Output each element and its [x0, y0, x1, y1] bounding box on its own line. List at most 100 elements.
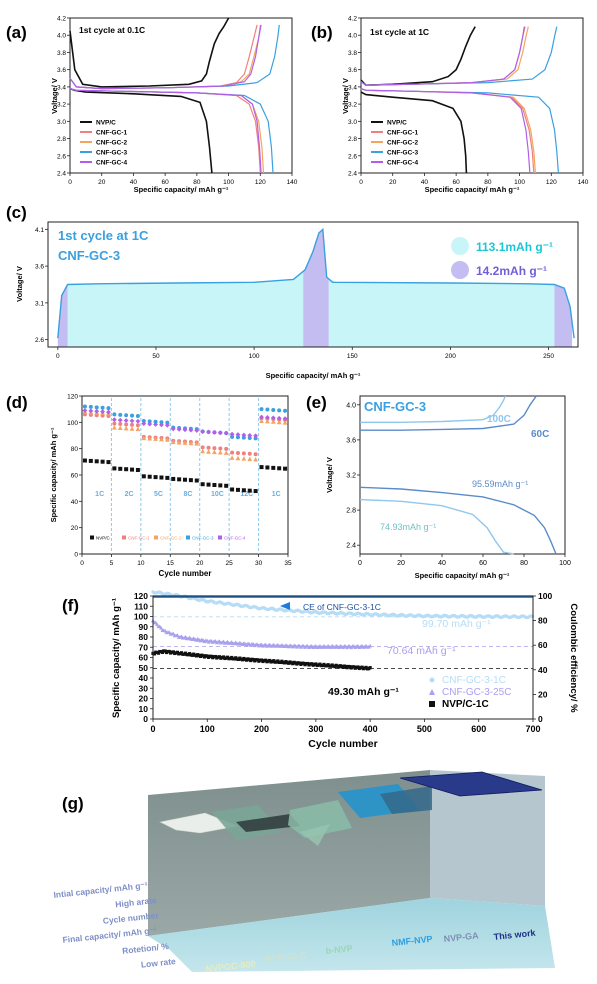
point: [124, 422, 129, 427]
legend-entry: CNF-GC-2: [387, 140, 418, 147]
x-tick-label: 15: [167, 560, 175, 567]
legend-entry: CNF-GC-3-25C: [442, 687, 511, 698]
y-tick-label: 4.1: [35, 227, 44, 234]
y-tick-label: 3.4: [348, 84, 357, 91]
legend-entry: CNF-GC-1: [387, 130, 418, 137]
y-ticks: 2.6 3.1 3.6 4.1: [35, 227, 48, 344]
annotation-100c: 100C: [487, 414, 511, 425]
charge-line: [360, 26, 525, 86]
x-tick-label: 120: [255, 179, 266, 186]
panel-c: (c) 1st cycle at 1C CNF-GC-3 113.1mAh g⁻…: [6, 203, 579, 380]
point: [159, 436, 164, 442]
legend-entry: CNF-GC-3-1C: [442, 675, 506, 686]
x-tick-label: 400: [363, 724, 378, 734]
y-tick-label: 4.2: [348, 16, 357, 23]
discharge-line: [360, 88, 531, 174]
point: [259, 407, 264, 412]
legend-entry: CNF-GC-4: [387, 160, 418, 167]
rate-dividers: [110, 398, 260, 554]
rate-label: 1C: [272, 491, 281, 498]
surface-nvpgc-800: [159, 812, 240, 834]
y-tick-label: 80: [71, 446, 79, 453]
point: [277, 466, 282, 471]
point: [259, 418, 264, 424]
point: [188, 440, 194, 446]
region-slope: [554, 284, 573, 347]
point: [276, 415, 282, 421]
point: [247, 451, 252, 456]
y-tick-label: 3.6: [35, 264, 44, 271]
series-lines: [359, 395, 557, 555]
x-tick-label: 300: [308, 724, 323, 734]
x-ticks: 0 20 40 60 80 100: [358, 554, 571, 567]
annotation-nvp-capacity: 49.30 mAh g⁻¹: [328, 686, 399, 698]
panel-label: (g): [62, 794, 84, 813]
point: [230, 434, 235, 439]
point: [106, 460, 111, 465]
plot-frame: [360, 17, 584, 174]
x-tick-label: 60: [479, 560, 487, 567]
point: [218, 483, 223, 488]
y-ticks: 0 20 40 60 80 100 120: [67, 394, 82, 559]
point: [82, 408, 88, 413]
point: [282, 420, 288, 425]
x-tick-label: 0: [358, 560, 362, 567]
point: [247, 488, 252, 493]
point: [223, 430, 229, 436]
row-label: Low rate: [140, 956, 176, 970]
legend-entry: 14.2mAh g⁻¹: [476, 264, 547, 278]
point: [117, 417, 123, 423]
y-axis-label: Voltage/ V: [325, 457, 334, 493]
point: [112, 421, 117, 426]
legend-swatch: [451, 261, 469, 279]
floor: [148, 898, 555, 972]
y2-tick-label: 100: [538, 591, 552, 601]
y-tick-label: 100: [67, 420, 78, 427]
point: [176, 439, 182, 445]
legend-entry: NVP/C: [96, 120, 116, 127]
x-tick-label: 200: [254, 724, 269, 734]
point: [170, 439, 176, 445]
legend-entry: CNF-GC-2: [160, 536, 182, 541]
point: [164, 437, 170, 442]
legend-swatch: [429, 677, 435, 683]
panel-label: (c): [6, 203, 27, 222]
point: [118, 412, 123, 417]
point: [170, 426, 176, 432]
y-tick-label: 40: [139, 673, 149, 683]
x-tick-label: 700: [525, 724, 540, 734]
x-tick-label: 20: [389, 179, 397, 186]
panel-d: (d) 1C 2C 5C 8C 10C 12C 1C NVP/C CNF-GC-1 CNF-GC…: [6, 393, 292, 578]
y-axis-label: Voltage/ V: [15, 266, 24, 302]
point: [230, 450, 235, 455]
y-tick-label: 110: [134, 601, 148, 611]
legend-entry: CNF-GC-4: [224, 536, 246, 541]
point: [206, 445, 211, 450]
row-label: Rotetion/ %: [122, 941, 170, 956]
y2-tick-label: 40: [538, 665, 548, 675]
x-tick-label: 25: [226, 560, 234, 567]
x-axis-label: Specific capacity/ mAh g⁻¹: [415, 571, 510, 580]
point: [259, 414, 264, 420]
y-tick-label: 60: [139, 653, 149, 663]
legend-swatch: [218, 535, 222, 540]
panel-e: (e) CNF-GC-3 100C 60C 95.59mAh g⁻¹ 74.93…: [306, 393, 571, 580]
discharge-line: [359, 498, 514, 555]
point: [259, 465, 264, 470]
x-tick-label: 150: [347, 353, 358, 360]
voltage-curve: [57, 227, 575, 339]
legend-entry: CNF-GC-4: [96, 160, 127, 167]
panel-label: (e): [306, 393, 327, 412]
point: [88, 404, 93, 409]
rate-label: 10C: [211, 491, 224, 498]
point: [141, 419, 146, 424]
x-tick-label: 80: [193, 179, 201, 186]
point: [155, 622, 160, 626]
y-tick-label: 30: [139, 683, 149, 693]
y-tick-label: 3.2: [346, 473, 356, 480]
surface-b-nvp: [288, 800, 352, 838]
y-tick-label: 3.8: [57, 50, 66, 57]
y-tick-label: 4.0: [57, 33, 66, 40]
